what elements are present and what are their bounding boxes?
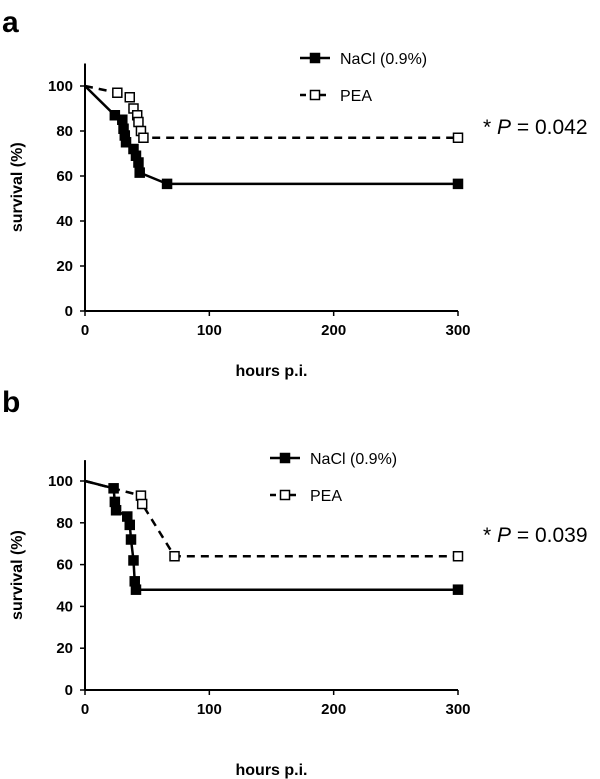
data-point xyxy=(124,92,136,103)
y-axis-label: survival (%) xyxy=(9,142,26,232)
data-point xyxy=(452,178,464,190)
series-PEA xyxy=(84,84,464,143)
y-tick-label: 80 xyxy=(56,515,73,532)
data-point xyxy=(452,132,464,143)
data-point xyxy=(138,132,149,143)
x-axis-label: hours p.i. xyxy=(236,363,308,380)
data-point xyxy=(117,114,128,125)
legend-marker xyxy=(279,452,291,464)
y-axis-label: survival (%) xyxy=(9,530,26,620)
y-tick-label: 60 xyxy=(56,168,73,185)
data-point xyxy=(133,157,144,168)
legend-entry: NaCl (0.9%) xyxy=(270,451,397,468)
y-tick-label: 80 xyxy=(56,123,73,140)
y-tick-label: 0 xyxy=(65,682,73,699)
panel-letter: a xyxy=(2,6,19,39)
x-tick-label: 300 xyxy=(445,701,470,718)
legend-label: NaCl (0.9%) xyxy=(310,451,397,468)
data-point xyxy=(133,116,144,128)
y-tick-label: 20 xyxy=(56,258,73,275)
y-tick-label: 40 xyxy=(56,598,73,615)
series-NaCl (0.9%) xyxy=(84,85,464,190)
chart-panel-b: b 0 20 40 60 80 100 0 100 200 300 hours p.i. surviva… xyxy=(2,386,588,779)
data-point xyxy=(125,534,137,545)
data-point xyxy=(136,498,148,510)
data-point xyxy=(134,167,145,178)
data-point xyxy=(169,550,180,562)
x-tick-label: 100 xyxy=(197,322,222,339)
data-point xyxy=(120,137,132,148)
x-tick-label: 0 xyxy=(81,701,89,718)
y-tick-label: 20 xyxy=(56,640,73,657)
legend-marker xyxy=(309,52,321,64)
x-tick-label: 200 xyxy=(321,701,346,718)
y-tick-label: 100 xyxy=(48,473,73,490)
x-tick-label: 300 xyxy=(445,322,470,339)
x-axis-label: hours p.i. xyxy=(236,762,308,779)
data-point xyxy=(452,550,464,562)
x-tick-label: 0 xyxy=(81,322,89,339)
legend-label: PEA xyxy=(310,488,342,505)
legend-entry: PEA xyxy=(300,88,372,105)
y-tick-label: 40 xyxy=(56,213,73,230)
legend-label: NaCl (0.9%) xyxy=(340,51,427,68)
legend-entry: PEA xyxy=(270,488,342,505)
panel-letter: b xyxy=(2,386,20,419)
data-point xyxy=(130,584,142,595)
p-value-annotation: * P = 0.039 xyxy=(483,524,588,547)
legend-marker xyxy=(279,489,291,501)
x-tick-label: 200 xyxy=(321,322,346,339)
x-tick-label: 100 xyxy=(197,701,222,718)
data-point xyxy=(110,505,122,516)
y-tick-label: 100 xyxy=(48,78,73,95)
p-value-annotation: * P = 0.042 xyxy=(483,116,588,139)
data-point xyxy=(161,178,173,190)
series-PEA xyxy=(84,479,464,562)
legend-entry: NaCl (0.9%) xyxy=(300,51,427,68)
y-tick-label: 60 xyxy=(56,557,73,574)
data-point xyxy=(124,519,136,531)
legend-label: PEA xyxy=(340,88,372,105)
data-point xyxy=(128,555,139,566)
data-point xyxy=(452,584,464,595)
chart-panel-a: a 0 20 40 60 80 100 0 100 200 300 hours p.i. surviva… xyxy=(2,6,588,380)
data-point xyxy=(112,87,123,98)
legend-marker xyxy=(309,89,321,101)
y-tick-label: 0 xyxy=(65,303,73,320)
